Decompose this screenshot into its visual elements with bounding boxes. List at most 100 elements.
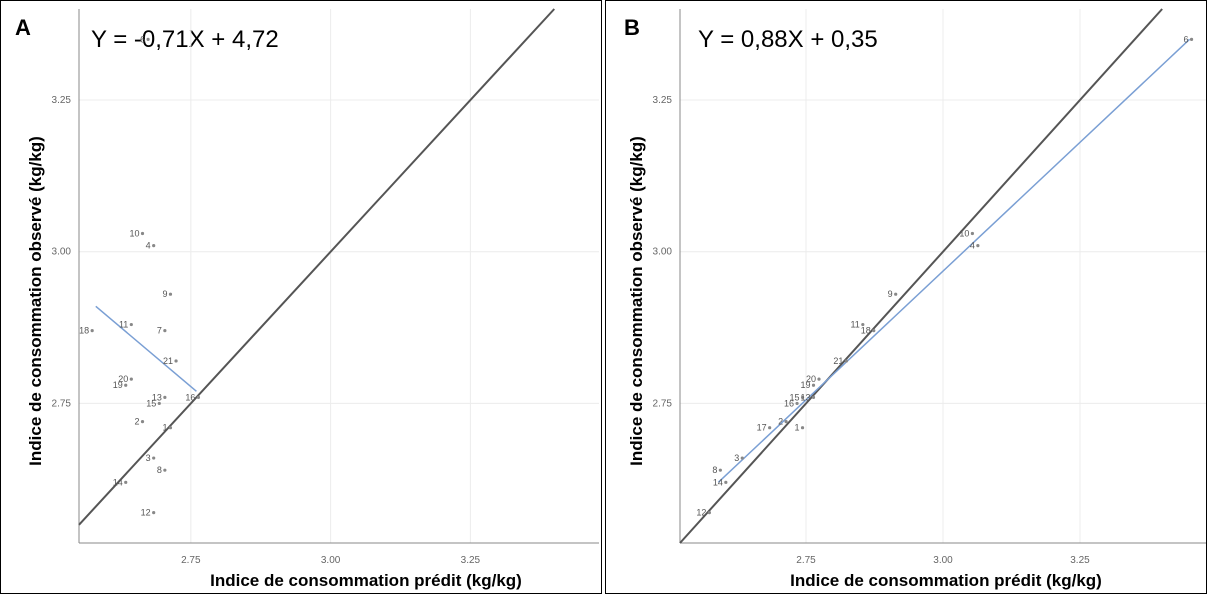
data-point: [124, 383, 128, 387]
y-axis-label: Indice de consommation observé (kg/kg): [627, 136, 646, 466]
point-label: 14: [113, 477, 123, 487]
data-point: [174, 359, 178, 363]
data-point: [140, 420, 145, 424]
point-label: 11: [850, 320, 859, 330]
point-label: 3: [146, 453, 151, 463]
point-label: 12: [141, 508, 151, 518]
point-label: 19: [113, 380, 123, 390]
data-point: [163, 395, 167, 399]
point-label: 10: [129, 229, 139, 239]
data-point: [196, 395, 201, 399]
point-label: 17: [757, 423, 767, 433]
data-point: [844, 359, 848, 363]
data-point: [152, 456, 156, 460]
data-point: [861, 322, 865, 327]
fit-line: [717, 38, 1191, 483]
point-label: 2: [778, 417, 783, 427]
panel-letter: A: [15, 15, 31, 40]
point-label: 19: [800, 380, 810, 390]
data-point: [811, 395, 816, 399]
y-tick-label: 3.00: [653, 247, 673, 258]
point-label: 4: [970, 241, 975, 251]
data-point: [163, 468, 167, 472]
data-point: [718, 468, 722, 472]
data-point: [140, 231, 145, 236]
data-point: [784, 420, 788, 424]
panel-b: B Y = 0,88X + 0,35 Indice de consommatio…: [605, 0, 1207, 594]
data-point: [157, 401, 161, 406]
data-point: [817, 377, 821, 381]
chart-a: A Y = -0,71X + 4,72 Indice de consommati…: [15, 8, 599, 590]
data-point: [894, 292, 898, 296]
data-point: [152, 511, 156, 515]
data-point: [90, 329, 94, 333]
x-tick-label: 3.00: [933, 555, 953, 566]
data-point: [800, 395, 805, 399]
point-label: 10: [959, 229, 969, 239]
data-point: [800, 426, 805, 430]
data-point: [124, 480, 128, 484]
point-label: 14: [713, 477, 723, 487]
point-label: 21: [163, 356, 173, 366]
point-label: 1: [162, 423, 167, 433]
point-label: 18: [861, 326, 871, 336]
point-label: 20: [806, 374, 816, 384]
y-tick-label: 2.75: [653, 398, 673, 409]
data-point: [872, 329, 876, 333]
y-tick-label: 3.25: [653, 95, 673, 106]
data-point: [163, 329, 167, 333]
data-point: [724, 480, 728, 484]
point-label: 16: [784, 398, 794, 408]
data-point: [168, 426, 173, 430]
equation: Y = -0,71X + 4,72: [91, 26, 279, 53]
x-axis-label: Indice de consommation prédit (kg/kg): [790, 571, 1102, 590]
data-point: [740, 456, 744, 460]
panel-letter: B: [624, 15, 640, 40]
x-tick-label: 2.75: [796, 555, 816, 566]
point-label: 7: [157, 326, 162, 336]
identity-line: [78, 8, 556, 526]
point-label: 6: [1184, 34, 1189, 44]
data-point: [152, 244, 156, 248]
point-label: 2: [134, 417, 139, 427]
data-point: [811, 383, 816, 387]
equation: Y = 0,88X + 0,35: [698, 26, 878, 53]
data-point: [976, 244, 980, 248]
identity-line: [679, 8, 1163, 544]
point-label: 16: [185, 392, 195, 402]
x-tick-label: 3.25: [1070, 555, 1090, 566]
point-label: 6: [140, 34, 145, 44]
x-axis-label: Indice de consommation prédit (kg/kg): [210, 571, 522, 590]
data-point: [768, 426, 772, 430]
point-label: 13: [800, 392, 810, 402]
x-tick-label: 3.00: [321, 555, 341, 566]
point-label: 4: [146, 241, 151, 251]
y-tick-label: 3.25: [52, 95, 72, 106]
data-point: [795, 401, 799, 406]
y-tick-label: 3.00: [52, 247, 72, 258]
point-label: 1: [795, 423, 800, 433]
panel-a: A Y = -0,71X + 4,72 Indice de consommati…: [0, 0, 602, 594]
chart-b: B Y = 0,88X + 0,35 Indice de consommatio…: [624, 8, 1206, 590]
data-point: [129, 322, 133, 327]
data-point: [1189, 37, 1194, 41]
point-label: 12: [696, 508, 706, 518]
point-label: 20: [118, 374, 128, 384]
y-tick-label: 2.75: [52, 398, 72, 409]
point-label: 13: [152, 392, 162, 402]
data-point: [129, 377, 133, 381]
data-point: [146, 37, 150, 41]
point-label: 15: [146, 398, 156, 408]
data-point: [168, 292, 173, 296]
data-point: [707, 511, 711, 515]
point-label: 11: [119, 320, 128, 330]
point-label: 15: [790, 392, 800, 402]
point-label: 18: [79, 326, 89, 336]
point-label: 8: [712, 465, 717, 475]
y-axis-label: Indice de consommation observé (kg/kg): [26, 136, 45, 466]
point-label: 21: [833, 356, 843, 366]
x-tick-label: 3.25: [461, 555, 481, 566]
data-point: [970, 231, 974, 236]
fit-line: [95, 305, 197, 392]
point-label: 3: [734, 453, 739, 463]
